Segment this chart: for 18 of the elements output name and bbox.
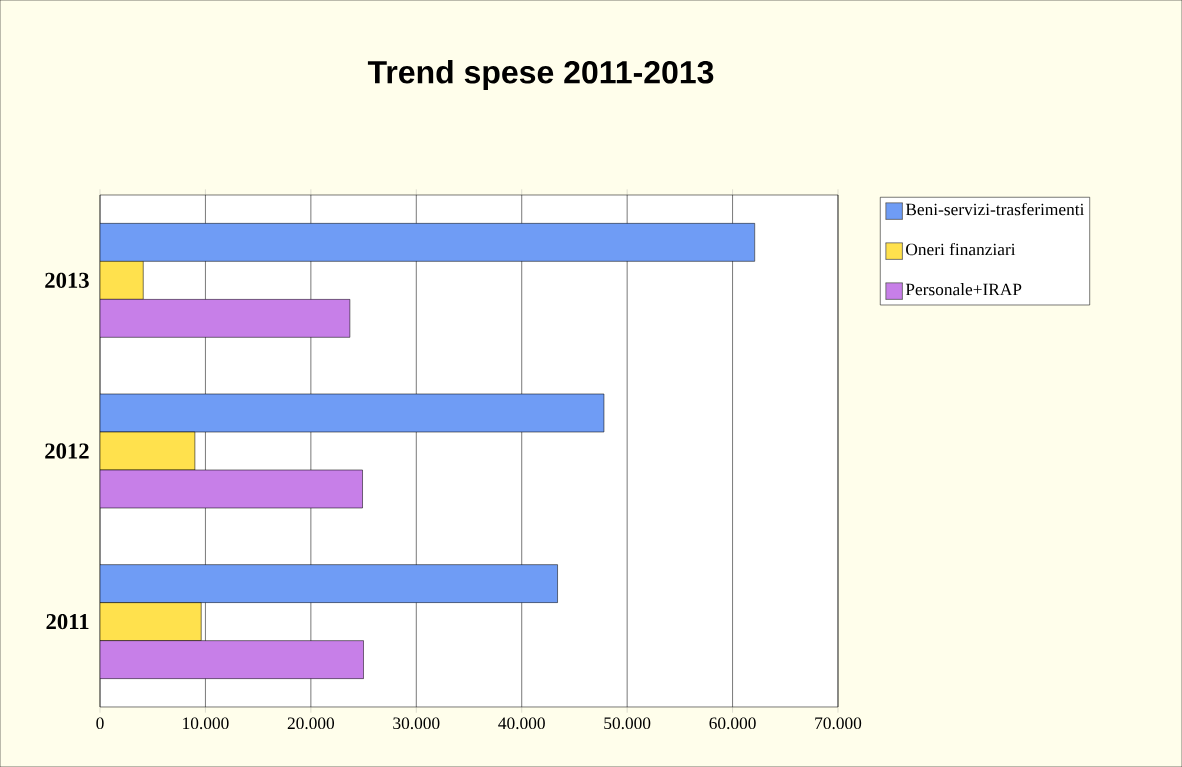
x-tick-label: 20.000 (287, 717, 335, 730)
legend-label: Beni-servizi-trasferimenti (905, 202, 1085, 216)
bar (100, 564, 558, 603)
x-tick-label: 30.000 (393, 717, 440, 730)
y-tick-label: 2012 (45, 443, 89, 459)
legend-label: Personale+IRAP (905, 283, 1022, 296)
x-tick-label: 0 (96, 717, 104, 730)
y-tick-label: 2013 (45, 272, 89, 288)
x-tick-label: 70.000 (815, 717, 862, 730)
chart-title: Trend spese 2011-2013 (367, 60, 714, 90)
x-tick-label: 50.000 (604, 717, 651, 730)
legend-label: Oneri finanziari (906, 242, 1016, 256)
bar (100, 393, 605, 433)
y-tick-label: 2011 (46, 614, 89, 630)
x-tick-label: 10.000 (183, 717, 229, 730)
x-tick-label: 40.000 (498, 717, 545, 730)
bar (100, 223, 755, 262)
x-tick-label: 60.000 (709, 717, 756, 730)
